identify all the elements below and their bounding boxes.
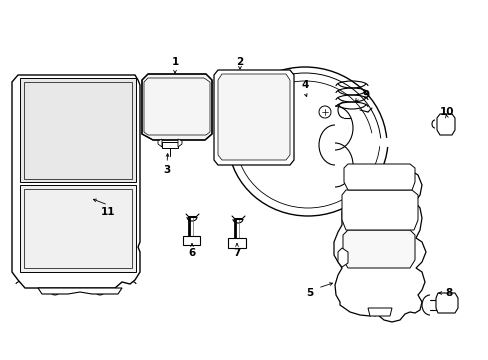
Text: 1: 1 bbox=[171, 57, 178, 67]
Polygon shape bbox=[341, 190, 417, 230]
Polygon shape bbox=[162, 142, 178, 148]
Polygon shape bbox=[333, 165, 425, 322]
Polygon shape bbox=[343, 164, 414, 190]
Text: 4: 4 bbox=[301, 80, 308, 90]
Polygon shape bbox=[12, 75, 140, 288]
Text: 10: 10 bbox=[439, 107, 453, 117]
Polygon shape bbox=[436, 114, 454, 135]
Polygon shape bbox=[178, 139, 182, 147]
Text: 5: 5 bbox=[306, 288, 313, 298]
Polygon shape bbox=[337, 248, 347, 267]
Text: 3: 3 bbox=[163, 165, 170, 175]
Text: 8: 8 bbox=[445, 288, 452, 298]
Polygon shape bbox=[342, 230, 414, 268]
Text: 9: 9 bbox=[362, 90, 369, 100]
Polygon shape bbox=[227, 238, 245, 248]
Text: 7: 7 bbox=[233, 248, 240, 258]
Polygon shape bbox=[183, 236, 200, 245]
Polygon shape bbox=[20, 78, 136, 182]
Polygon shape bbox=[218, 74, 289, 160]
Polygon shape bbox=[435, 293, 457, 313]
Polygon shape bbox=[367, 308, 391, 316]
Text: 6: 6 bbox=[188, 248, 195, 258]
Polygon shape bbox=[142, 74, 212, 140]
Polygon shape bbox=[214, 70, 293, 165]
Polygon shape bbox=[158, 139, 162, 147]
Polygon shape bbox=[38, 288, 122, 294]
Polygon shape bbox=[20, 185, 136, 272]
Text: 2: 2 bbox=[236, 57, 243, 67]
Text: 11: 11 bbox=[101, 207, 115, 217]
